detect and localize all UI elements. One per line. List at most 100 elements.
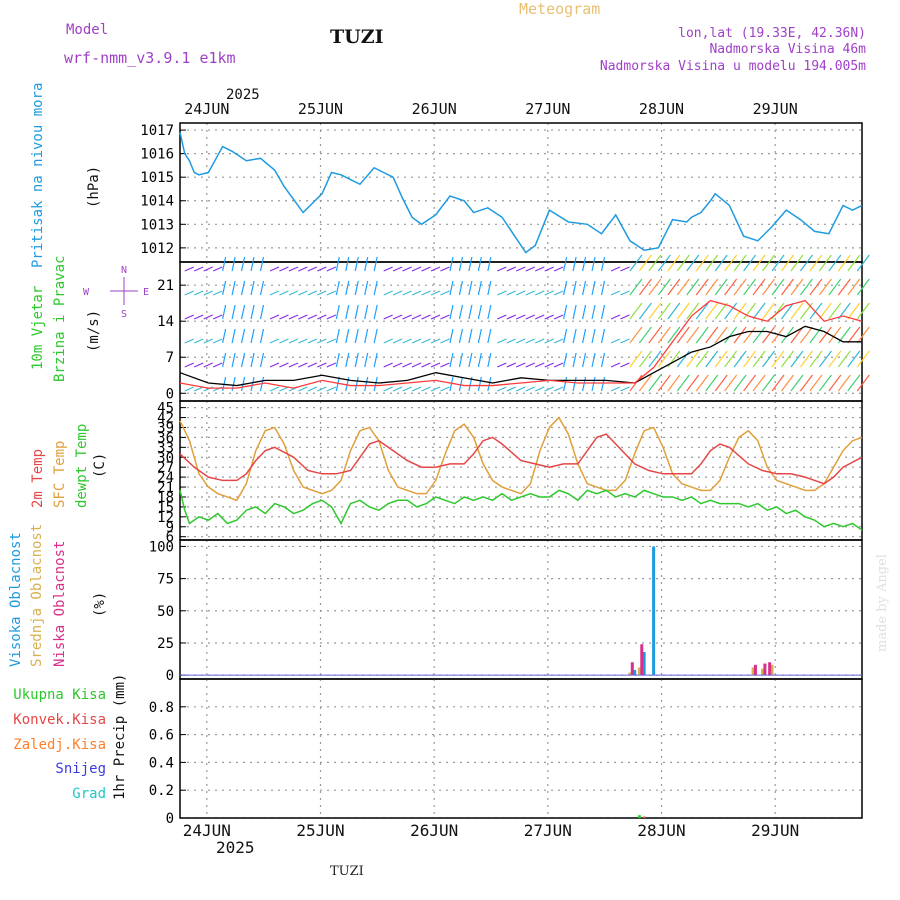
wind-arrow [648,374,662,392]
wind-arrow [705,278,719,296]
wind-arrow [847,278,861,296]
pressure-unit: (hPa) [86,166,102,208]
wind-arrow [581,352,587,368]
wind-arrow [629,254,643,272]
bottom-day-label: 28JUN [637,821,685,840]
wind-arrow [752,302,766,320]
wind-arrow [563,280,568,296]
wind-arrow [440,290,450,296]
wind-arrow [648,254,662,272]
wind-arrow [799,254,813,272]
wind-arrow [799,350,813,368]
top-day-label: 28JUN [639,100,684,118]
wind-arrow [620,314,630,320]
wind-arrow [686,326,700,344]
wind-arrow [279,266,289,272]
wind-arrow [487,352,492,368]
wind-arrow [250,376,255,392]
wind-arrow [591,328,596,344]
wind-arrow [676,326,690,344]
wind-arrow [771,278,785,296]
ytick-label-2-4: 18 [157,490,174,506]
wind-arrow [506,362,517,368]
ytick-label-0-1: 1013 [140,217,174,233]
precip-legend-label: Grad [72,786,106,802]
wind-arrow [648,278,662,296]
wind-arrow [799,302,813,320]
wind-arrow [240,256,246,272]
wind-arrow [563,376,568,392]
wind-arrow [752,326,766,344]
plot-area: 1012101310141015101610170714216912151821… [13,100,870,840]
wind-arrow [809,350,823,368]
wind-arrow [534,314,545,320]
wind-arrow [392,290,403,296]
wind-arrow [259,352,265,368]
wind-arrow [667,374,681,392]
wind-arrow [487,328,492,344]
wind-arrow [440,314,450,320]
wind-arrow [506,338,517,344]
wind-arrow [553,386,564,392]
wind-arrow [837,254,851,272]
precip-legend-label: Zaledj.Kisa [13,737,106,753]
wind-arrow [610,290,621,296]
wind-arrow [373,352,378,368]
wind-arrow [326,338,337,344]
wind-arrow [259,304,265,320]
cloud_low-bar [630,662,634,676]
wind-arrow [468,352,473,368]
wind-arrow [203,362,213,368]
wind-arrow [354,352,359,368]
wind-arrow [269,386,280,392]
wind-arrow [364,352,369,368]
wind-arrow [620,266,630,272]
wind-arrow [705,254,719,272]
wind-arrow [212,266,223,272]
wind-arrow [762,278,776,296]
wind-arrow [828,302,842,320]
wind-arrow [591,304,596,320]
wind-arrow [364,376,369,392]
temp-ylabel-sub2: dewpt Temp [74,424,90,508]
wind-arrow [430,290,441,296]
ytick-label-0-3: 1015 [140,170,174,186]
wind-arrow [600,256,606,272]
wind-arrow [402,362,412,368]
wind-arrow [714,254,728,272]
wind-arrow [544,290,554,296]
sfc-temp-line [179,416,863,502]
wind-arrow [733,374,747,392]
wind-arrow [790,278,804,296]
ytick-label-0-5: 1017 [140,123,174,139]
wind-arrow [676,374,690,392]
panel-frame-2 [179,400,863,541]
wind-arrow [250,352,255,368]
wind-arrow [288,362,299,368]
wind-arrow [222,280,227,296]
wind-arrow [686,374,700,392]
wind-arrow [411,266,422,272]
wind-arrow [317,314,327,320]
wind-arrow [411,362,422,368]
wind-arrow [752,254,766,272]
clouds-unit: (%) [92,592,108,617]
wind-arrow [307,290,318,296]
wind-arrow [212,314,223,320]
wind-arrow [477,256,482,272]
wind-arrow [430,314,441,320]
wind-arrow [724,254,738,272]
ytick-label-2-2: 12 [157,510,174,526]
wind-arrow [307,386,318,392]
wind-arrow [629,278,643,296]
wind-arrow [345,328,350,344]
wind-arrow [818,278,832,296]
wind-arrow [487,304,492,320]
wind-arrow [449,352,454,368]
wind-arrow [440,266,450,272]
wind-arrow [847,326,861,344]
wind-arrow [364,280,369,296]
wind-arrow [714,374,728,392]
wind-arrow [572,304,577,320]
